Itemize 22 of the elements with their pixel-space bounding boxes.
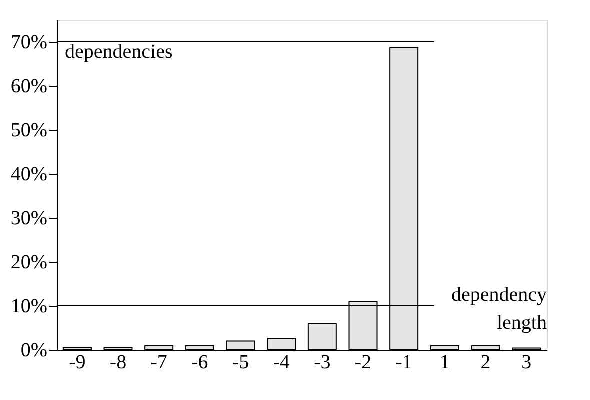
x-tick-label: 2 [480, 352, 491, 374]
y-tick-label: 50% [10, 120, 48, 142]
x-tick-label: -7 [150, 352, 168, 374]
x-tick-label: 3 [522, 352, 532, 374]
x-tick-label: -3 [314, 352, 331, 374]
x-tick-label: -8 [110, 352, 127, 374]
x-tick-label: -4 [273, 352, 290, 374]
x-tick-label: -2 [354, 352, 372, 374]
y-tick-label: 40% [10, 164, 48, 186]
y-tick-label: 10% [10, 296, 48, 318]
x-axis-title: dependency length [451, 284, 547, 334]
y-tick-label: 70% [10, 32, 48, 54]
y-tick-label: 60% [10, 76, 48, 98]
x-tick-label: -9 [69, 352, 86, 374]
y-tick-label: 20% [10, 252, 48, 274]
x-tick-label: 1 [440, 352, 450, 374]
x-tick-label: -6 [192, 352, 208, 374]
y-axis-title: dependencies [65, 41, 173, 63]
x-tick-label: -5 [232, 352, 250, 374]
y-tick-label: 0% [20, 340, 48, 362]
y-tick-label: 30% [10, 208, 48, 230]
x-tick-label: -1 [396, 352, 412, 374]
